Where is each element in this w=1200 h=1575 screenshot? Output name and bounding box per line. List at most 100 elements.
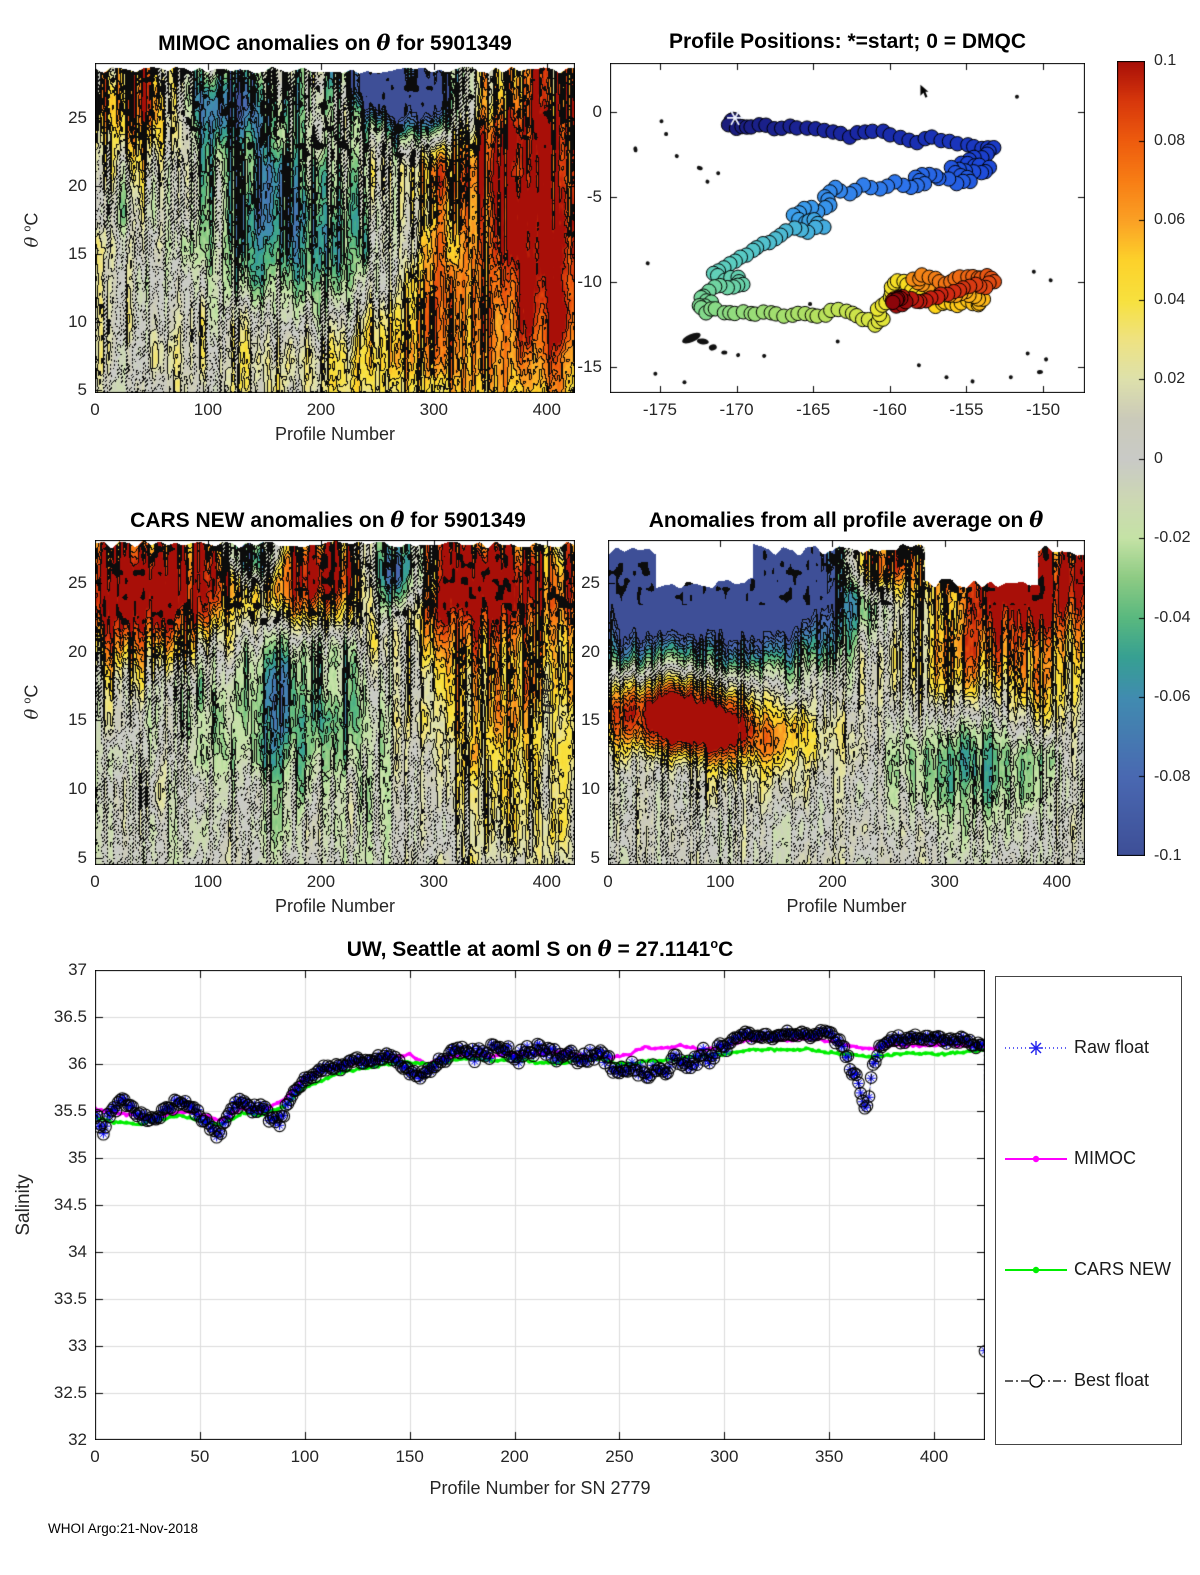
y-tick-label: 35: [68, 1148, 87, 1167]
legend-item-mimoc: MIMOC: [996, 1145, 1181, 1173]
xlabel-salinity: Profile Number for SN 2779: [429, 1478, 651, 1498]
x-tick-label: 300: [930, 872, 959, 891]
y-tick-label: 25: [581, 572, 600, 592]
xlabel-allprof: Profile Number: [786, 896, 907, 916]
mimoc-line-sample: [1005, 1155, 1067, 1163]
y-tick-label: 20: [68, 175, 87, 195]
y-tick-label: 10: [68, 312, 87, 332]
x-tick-label: 0: [90, 872, 100, 891]
x-tick-label: 150: [395, 1447, 424, 1466]
best-float-line-sample: [1005, 1374, 1067, 1388]
x-tick-label: -160: [872, 400, 907, 419]
x-tick-label: 200: [500, 1447, 529, 1466]
x-tick-label: 200: [306, 872, 336, 891]
legend-item-raw-float: Raw float: [996, 1034, 1181, 1062]
title-salinity: UW, Seattle at aoml S on θ = 27.1141oC: [346, 936, 734, 961]
legend-box: Raw float MIMOC CARS NEW Best float: [995, 976, 1182, 1445]
y-tick-label: -10: [577, 271, 602, 291]
mimoc-heatmap-canvas: [95, 63, 575, 393]
y-tick-label: 5: [77, 380, 87, 400]
x-tick-label: 250: [605, 1447, 634, 1466]
y-tick-label: 20: [581, 641, 600, 661]
colorbar-tick-label: 0: [1154, 449, 1163, 467]
x-tick-label: -175: [642, 400, 677, 419]
y-tick-label: 36.5: [53, 1007, 87, 1026]
x-tick-label: 50: [190, 1447, 210, 1466]
x-tick-label: 400: [1042, 872, 1072, 891]
open-circle-marker-icon: [1029, 1374, 1043, 1388]
y-tick-label: 36: [68, 1054, 87, 1073]
y-tick-label: -15: [577, 356, 602, 376]
x-tick-label: 300: [419, 872, 448, 891]
dot-marker-icon: [1032, 1266, 1040, 1274]
footer-text: WHOI Argo:21-Nov-2018: [48, 1521, 199, 1536]
dot-marker-icon: [1032, 1155, 1040, 1163]
legend-item-cars-new: CARS NEW: [996, 1256, 1181, 1284]
xlabel-cars: Profile Number: [274, 896, 396, 916]
y-tick-label: 15: [68, 710, 87, 730]
x-tick-label: 0: [603, 872, 613, 891]
raw-float-line-sample: [1005, 1041, 1067, 1055]
x-tick-label: 0: [90, 400, 100, 419]
colorbar-tick-label: 0.06: [1154, 211, 1186, 228]
y-tick-label: 34: [68, 1242, 87, 1261]
x-tick-label: 400: [919, 1447, 949, 1466]
y-tick-label: 5: [590, 848, 600, 868]
x-tick-label: 100: [290, 1447, 319, 1466]
x-tick-label: 350: [814, 1447, 844, 1466]
y-tick-label: 0: [592, 101, 602, 121]
x-tick-label: -165: [796, 400, 831, 419]
salinity-chart-canvas: [95, 970, 985, 1440]
xlabel-mimoc: Profile Number: [274, 424, 396, 444]
colorbar-tick-label: -0.08: [1154, 767, 1191, 785]
y-tick-label: 32.5: [53, 1383, 87, 1402]
x-tick-label: 200: [306, 400, 336, 419]
x-tick-label: 200: [818, 872, 847, 891]
x-tick-label: 400: [532, 400, 561, 419]
y-tick-label: 32: [68, 1430, 87, 1449]
y-tick-label: 15: [68, 243, 87, 263]
ylabel-mimoc: θ oC: [21, 212, 43, 248]
title-map: Profile Positions: *=start; 0 = DMQC: [668, 30, 1027, 53]
y-tick-label: 5: [77, 848, 87, 868]
x-tick-label: 400: [532, 872, 561, 891]
colorbar-tick-label: 0.1: [1154, 52, 1177, 69]
legend-label: MIMOC: [1074, 1148, 1136, 1168]
legend-label: CARS NEW: [1074, 1259, 1172, 1279]
title-mimoc: MIMOC anomalies on θ for 5901349: [158, 30, 512, 55]
colorbar-tick-label: 0.08: [1154, 131, 1186, 149]
x-tick-label: 100: [193, 872, 223, 891]
y-tick-label: 35.5: [53, 1101, 87, 1120]
colorbar-canvas: [1117, 61, 1145, 856]
y-tick-label: 25: [68, 572, 87, 592]
colorbar-tick-label: -0.02: [1154, 529, 1191, 546]
y-tick-label: 10: [581, 779, 600, 799]
y-tick-label: 25: [68, 107, 87, 127]
colorbar-tick-label: 0.04: [1154, 290, 1186, 308]
y-tick-label: 33: [68, 1336, 87, 1355]
y-tick-label: 33.5: [53, 1289, 87, 1308]
x-tick-label: 300: [419, 400, 448, 419]
y-tick-label: 10: [68, 779, 87, 799]
y-tick-label: 37: [68, 960, 87, 979]
title-cars: CARS NEW anomalies on θ for 5901349: [130, 507, 526, 532]
y-tick-label: 15: [581, 710, 600, 730]
ylabel-allprof: θ oC: [538, 679, 560, 715]
allprofile-heatmap-canvas: [608, 540, 1085, 865]
colorbar-tick-label: -0.06: [1154, 688, 1191, 705]
legend-item-best-float: Best float: [996, 1367, 1181, 1395]
x-tick-label: -170: [719, 400, 754, 419]
y-tick-label: 20: [68, 641, 87, 661]
cars-heatmap-canvas: [95, 540, 575, 865]
y-tick-label: 34.5: [53, 1195, 87, 1214]
cars-new-line-sample: [1005, 1266, 1067, 1274]
colorbar-tick-label: 0.02: [1154, 370, 1186, 387]
legend-label: Best float: [1074, 1370, 1150, 1390]
legend-label: Raw float: [1074, 1037, 1150, 1057]
asterisk-marker-icon: [1029, 1041, 1043, 1055]
x-tick-label: -155: [949, 400, 984, 419]
colorbar-tick-label: -0.04: [1154, 608, 1191, 626]
x-tick-label: -150: [1026, 400, 1061, 419]
x-tick-label: 0: [90, 1447, 100, 1466]
